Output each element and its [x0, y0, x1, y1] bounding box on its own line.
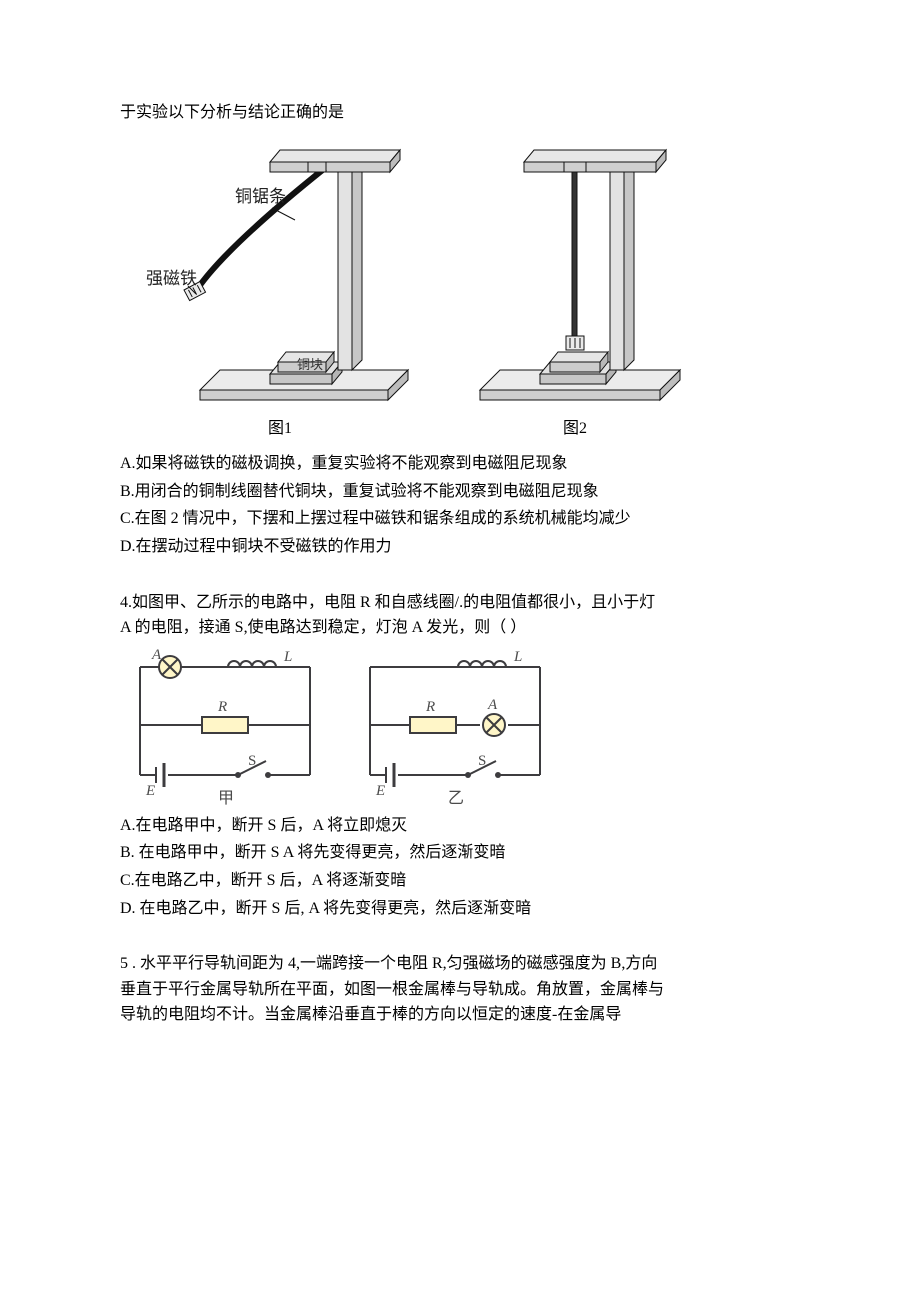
circuit-yi-svg: L R A E S 乙: [350, 647, 560, 807]
q3-option-b: B.用闭合的铜制线圈替代铜块，重复试验将不能观察到电磁阻尼现象: [120, 479, 800, 505]
svg-text:S: S: [478, 753, 486, 769]
svg-text:L: L: [513, 649, 522, 665]
q5-stem-line1: 5 . 水平平行导轨间距为 4,一端跨接一个电阻 R,匀强磁场的磁感强度为 B,…: [120, 951, 800, 977]
q4-option-d: D. 在电路乙中，断开 S 后, A 将先变得更亮，然后逐渐变暗: [120, 896, 800, 922]
apparatus-fig2-svg: [460, 132, 690, 412]
question-3: 于实验以下分析与结论正确的是: [120, 100, 800, 560]
svg-text:铜锯条: 铜锯条: [235, 187, 286, 206]
q3-options: A.如果将磁铁的磁极调换，重复实验将不能观察到电磁阻尼现象 B.用闭合的铜制线圈…: [120, 451, 800, 559]
apparatus-fig1-svg: 铜块: [140, 132, 420, 412]
fig2-label: 图2: [563, 416, 587, 442]
q3-intro: 于实验以下分析与结论正确的是: [120, 100, 800, 126]
svg-text:铜块: 铜块: [297, 357, 323, 372]
q5-stem-line2: 垂直于平行金属导轨所在平面，如图一根金属棒与导轨成。角放置，金属棒与: [120, 977, 800, 1003]
q4-stem-line1: 4.如图甲、乙所示的电路中，电阻 R 和自感线圈/.的电阻值都很小，且小于灯: [120, 590, 800, 616]
question-5: 5 . 水平平行导轨间距为 4,一端跨接一个电阻 R,匀强磁场的磁感强度为 B,…: [120, 951, 800, 1028]
svg-text:A: A: [487, 697, 498, 713]
svg-text:R: R: [217, 699, 227, 715]
svg-text:E: E: [375, 783, 385, 799]
q5-stem-line3: 导轨的电阻均不计。当金属棒沿垂直于棒的方向以恒定的速度-在金属导: [120, 1002, 800, 1028]
svg-text:E: E: [145, 783, 155, 799]
circuit-jia-svg: A L R E S 甲: [120, 647, 330, 807]
svg-text:A: A: [151, 647, 162, 663]
svg-text:R: R: [425, 699, 435, 715]
svg-text:S: S: [248, 753, 256, 769]
q4-option-a: A.在电路甲中，断开 S 后，A 将立即熄灭: [120, 813, 800, 839]
q4-stem-line2: A 的电阻，接通 S,使电路达到稳定，灯泡 A 发光，则（ ）: [120, 615, 800, 641]
q4-circuits: A L R E S 甲: [120, 647, 800, 807]
q3-option-a: A.如果将磁铁的磁极调换，重复实验将不能观察到电磁阻尼现象: [120, 451, 800, 477]
q4-options: A.在电路甲中，断开 S 后，A 将立即熄灭 B. 在电路甲中，断开 S A 将…: [120, 813, 800, 921]
svg-text:甲: 甲: [218, 790, 234, 807]
q4-option-c: C.在电路乙中，断开 S 后，A 将逐渐变暗: [120, 868, 800, 894]
q3-figure-1: 铜块: [140, 132, 420, 442]
fig1-label: 图1: [268, 416, 292, 442]
q3-figure-2: 图2: [460, 132, 690, 442]
q3-option-c: C.在图 2 情况中，下摆和上摆过程中磁铁和锯条组成的系统机械能均减少: [120, 506, 800, 532]
q3-option-d: D.在摆动过程中铜块不受磁铁的作用力: [120, 534, 800, 560]
question-4: 4.如图甲、乙所示的电路中，电阻 R 和自感线圈/.的电阻值都很小，且小于灯 A…: [120, 590, 800, 922]
svg-text:L: L: [283, 649, 292, 665]
svg-text:强磁铁: 强磁铁: [146, 269, 197, 288]
q4-option-b: B. 在电路甲中，断开 S A 将先变得更亮，然后逐渐变暗: [120, 840, 800, 866]
svg-text:乙: 乙: [448, 790, 464, 807]
q3-figures: 铜块: [140, 132, 800, 442]
